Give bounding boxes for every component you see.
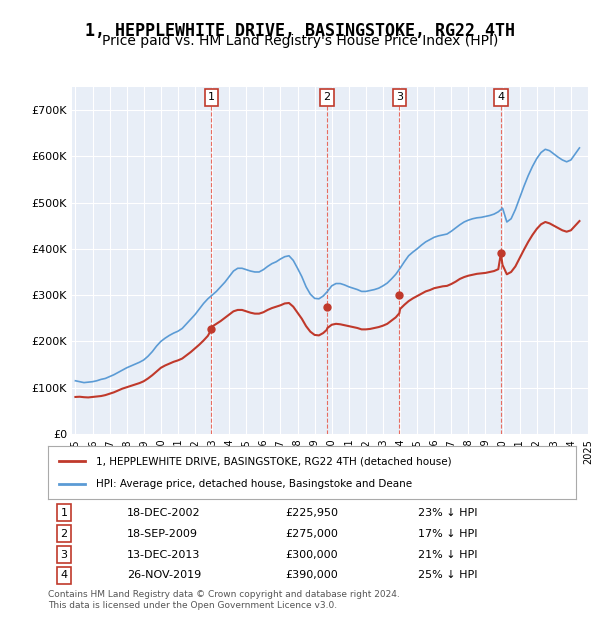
Text: 18-DEC-2002: 18-DEC-2002 xyxy=(127,508,201,518)
Text: £390,000: £390,000 xyxy=(286,570,338,580)
Text: 3: 3 xyxy=(61,549,67,559)
Text: HPI: Average price, detached house, Basingstoke and Deane: HPI: Average price, detached house, Basi… xyxy=(95,479,412,489)
Text: £275,000: £275,000 xyxy=(286,529,338,539)
Text: 13-DEC-2013: 13-DEC-2013 xyxy=(127,549,200,559)
Text: 3: 3 xyxy=(396,92,403,102)
Text: 1: 1 xyxy=(61,508,67,518)
Text: Contains HM Land Registry data © Crown copyright and database right 2024.: Contains HM Land Registry data © Crown c… xyxy=(48,590,400,600)
Text: 25% ↓ HPI: 25% ↓ HPI xyxy=(418,570,477,580)
Text: 4: 4 xyxy=(497,92,505,102)
Text: 17% ↓ HPI: 17% ↓ HPI xyxy=(418,529,477,539)
Text: 26-NOV-2019: 26-NOV-2019 xyxy=(127,570,202,580)
Text: 18-SEP-2009: 18-SEP-2009 xyxy=(127,529,198,539)
Text: 1, HEPPLEWHITE DRIVE, BASINGSTOKE, RG22 4TH: 1, HEPPLEWHITE DRIVE, BASINGSTOKE, RG22 … xyxy=(85,22,515,40)
Text: £300,000: £300,000 xyxy=(286,549,338,559)
Text: 2: 2 xyxy=(60,529,67,539)
Text: 1: 1 xyxy=(208,92,215,102)
Text: 1, HEPPLEWHITE DRIVE, BASINGSTOKE, RG22 4TH (detached house): 1, HEPPLEWHITE DRIVE, BASINGSTOKE, RG22 … xyxy=(95,456,451,466)
Text: 4: 4 xyxy=(60,570,67,580)
Text: 23% ↓ HPI: 23% ↓ HPI xyxy=(418,508,477,518)
Text: This data is licensed under the Open Government Licence v3.0.: This data is licensed under the Open Gov… xyxy=(48,601,337,611)
Text: Price paid vs. HM Land Registry's House Price Index (HPI): Price paid vs. HM Land Registry's House … xyxy=(102,34,498,48)
Text: 2: 2 xyxy=(323,92,331,102)
Text: 21% ↓ HPI: 21% ↓ HPI xyxy=(418,549,477,559)
Text: £225,950: £225,950 xyxy=(286,508,338,518)
